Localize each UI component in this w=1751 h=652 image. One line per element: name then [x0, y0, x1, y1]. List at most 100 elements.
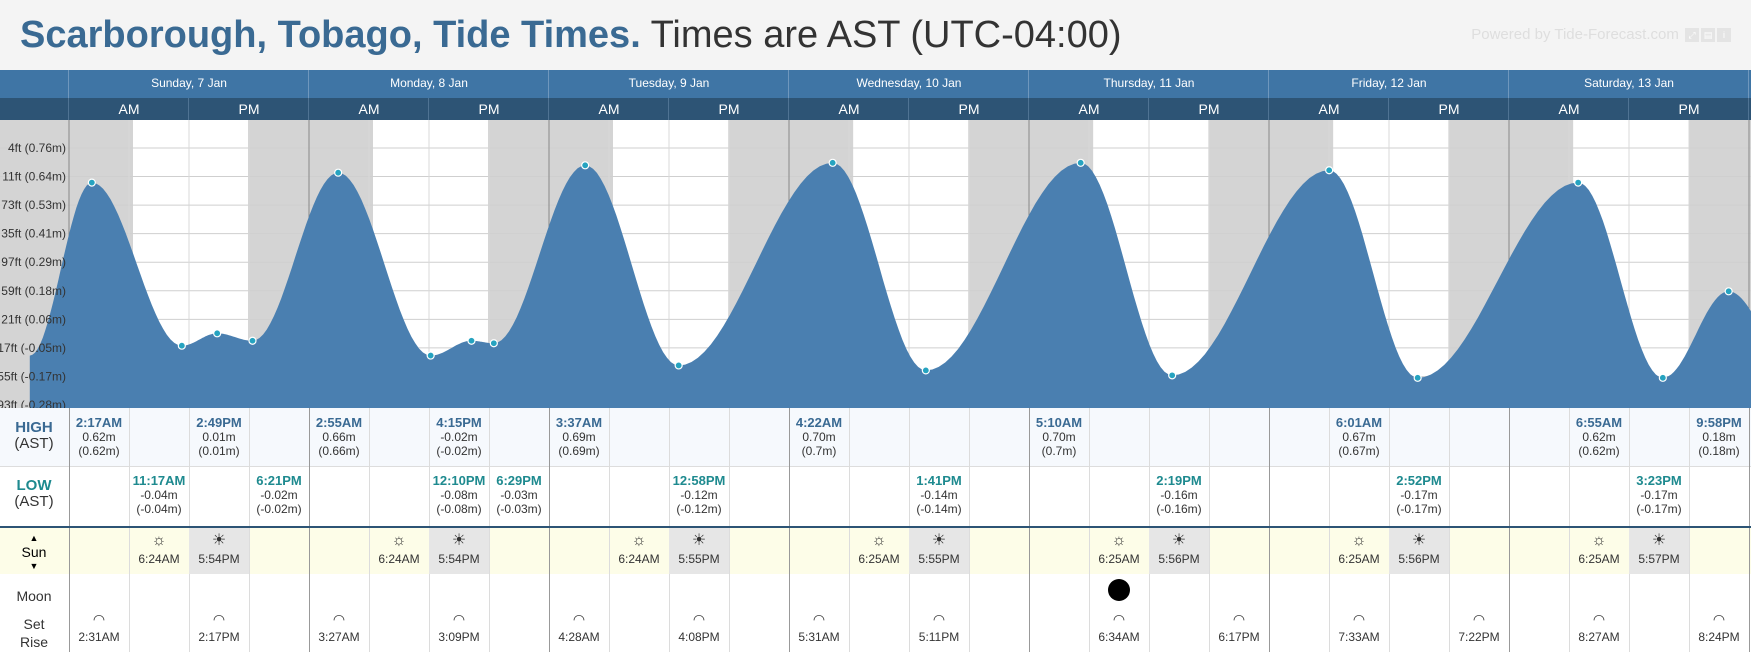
low-tide-cell: 6:29PM -0.03m (-0.03m) — [489, 474, 549, 517]
column-divider — [1269, 408, 1270, 526]
column-divider — [69, 528, 70, 574]
day-separator — [68, 70, 69, 98]
powered-by[interactable]: Powered by Tide-Forecast.com ⤢ ▤ i — [1471, 26, 1731, 43]
column-divider — [789, 408, 790, 526]
tide-extreme-marker[interactable] — [1168, 371, 1177, 380]
page-title: Scarborough, Tobago, Tide Times. Times a… — [20, 10, 1122, 60]
y-tick-label: 73ft (0.53m) — [1, 198, 66, 212]
tide-extreme-marker[interactable] — [1724, 287, 1733, 296]
ampm-header-bar: AM PM AM PM AM PM AM PM AM PM AM PM AM PM — [0, 98, 1751, 120]
pm-label: PM — [1198, 101, 1220, 117]
column-divider — [609, 528, 610, 574]
low-tide-cell: 12:10PM -0.08m (-0.08m) — [429, 474, 489, 517]
sunset-time: 5:54PM — [438, 552, 480, 566]
tide-extreme-marker[interactable] — [87, 178, 96, 187]
column-divider — [1029, 528, 1030, 574]
tide-extreme-marker[interactable] — [489, 339, 498, 348]
tide-extreme-marker[interactable] — [248, 336, 257, 345]
column-divider — [309, 528, 310, 574]
sunrise-cell: ☼ 6:25AM — [1569, 528, 1629, 574]
column-divider — [1269, 574, 1270, 652]
column-divider — [1629, 408, 1630, 526]
high-row-label-title: HIGH — [15, 419, 53, 436]
y-tick-label: 93ft (-0.28m) — [0, 398, 66, 408]
sunset-icon: ☀ — [211, 532, 227, 549]
tide-extreme-marker[interactable] — [1658, 373, 1667, 382]
moonrise-cell: ◠ 4:08PM — [669, 610, 729, 646]
high-row-label: HIGH (AST) — [0, 420, 68, 452]
noon-separator — [908, 98, 909, 120]
sunrise-icon: ☼ — [631, 532, 647, 549]
tide-height: -0.02m — [440, 430, 478, 444]
column-divider — [669, 408, 670, 526]
tide-extreme-marker[interactable] — [1076, 158, 1085, 167]
tide-extreme-marker[interactable] — [581, 161, 590, 170]
day-separator — [1028, 70, 1029, 98]
moonset-icon: ◠ — [92, 611, 106, 627]
moonrise-time: 7:22PM — [1458, 630, 1500, 644]
tide-extreme-marker[interactable] — [921, 366, 930, 375]
day-label: Thursday, 11 Jan — [1103, 76, 1195, 90]
tide-extreme-marker[interactable] — [1413, 373, 1422, 382]
tide-height: 0.62m — [1582, 430, 1616, 444]
moonrise-time: 4:08PM — [678, 630, 720, 644]
am-label: AM — [358, 101, 380, 117]
share-icon[interactable]: ⤢ — [1685, 28, 1699, 43]
day-separator — [548, 70, 549, 98]
sunrise-icon: ☼ — [151, 532, 167, 549]
column-divider — [1329, 408, 1330, 526]
column-divider — [1689, 528, 1690, 574]
powered-by-text[interactable]: Powered by Tide-Forecast.com — [1471, 26, 1679, 43]
sunrise-icon: ☼ — [391, 532, 407, 549]
tide-height: 0.01m — [202, 430, 236, 444]
column-divider — [849, 574, 850, 652]
low-tide-cell: 1:41PM -0.14m (-0.14m) — [909, 474, 969, 517]
tide-height: -0.02m — [260, 488, 298, 502]
column-divider — [429, 408, 430, 526]
sun-up-arrow-icon: ▲ — [29, 533, 39, 543]
sunset-cell: ☀ 5:56PM — [1149, 528, 1209, 574]
day-separator — [1508, 70, 1509, 98]
day-label: Monday, 8 Jan — [390, 76, 468, 90]
tide-extreme-marker[interactable] — [1574, 178, 1583, 187]
tide-extreme-marker[interactable] — [334, 168, 343, 177]
tide-extreme-marker[interactable] — [828, 158, 837, 167]
moonrise-icon: ◠ — [1712, 611, 1726, 627]
tide-extreme-marker[interactable] — [1325, 166, 1334, 175]
am-label: AM — [1078, 101, 1100, 117]
sun-row-label: ▲ Sun ▼ — [0, 532, 68, 572]
tide-height: -0.14m — [920, 488, 958, 502]
tide-time: 6:21PM — [256, 473, 302, 488]
y-tick-label: 55ft (-0.17m) — [0, 369, 66, 383]
column-divider — [549, 574, 550, 652]
tide-extreme-marker[interactable] — [674, 361, 683, 370]
column-divider — [609, 574, 610, 652]
column-divider — [1389, 408, 1390, 526]
pm-label: PM — [1678, 101, 1700, 117]
day-separator — [1748, 98, 1749, 120]
print-icon[interactable]: ▤ — [1701, 28, 1715, 43]
sunrise-cell: ☼ 6:25AM — [849, 528, 909, 574]
day-label: Friday, 12 Jan — [1351, 76, 1427, 90]
day-separator — [308, 98, 309, 120]
column-divider — [69, 408, 70, 526]
tide-height: (-0.02m) — [436, 444, 482, 458]
tide-height: -0.12m — [680, 488, 718, 502]
high-row — [0, 408, 1751, 467]
tide-extreme-marker[interactable] — [467, 336, 476, 345]
moonrise-icon: ◠ — [1472, 611, 1486, 627]
info-icon[interactable]: i — [1717, 28, 1731, 43]
sunrise-icon: ☼ — [871, 532, 887, 549]
sunset-time: 5:57PM — [1638, 552, 1680, 566]
sunrise-time: 6:24AM — [138, 552, 180, 566]
tide-extreme-marker[interactable] — [177, 341, 186, 350]
column-divider — [1509, 408, 1510, 526]
location-title: Scarborough, Tobago, Tide Times. — [20, 14, 641, 56]
tide-extreme-marker[interactable] — [426, 351, 435, 360]
column-divider — [489, 574, 490, 652]
sunset-icon: ☀ — [1411, 532, 1427, 549]
sunset-time: 5:54PM — [198, 552, 240, 566]
tide-height: 0.69m — [562, 430, 596, 444]
tide-extreme-marker[interactable] — [213, 329, 222, 338]
column-divider — [549, 408, 550, 526]
